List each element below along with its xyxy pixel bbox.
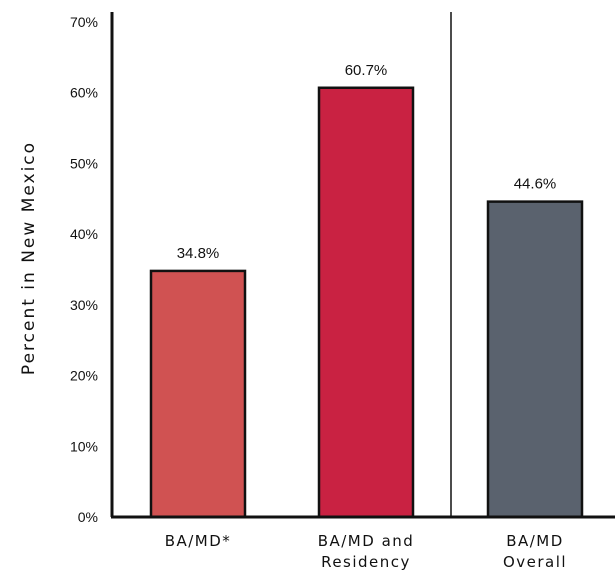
x-category-label: Residency	[321, 553, 411, 571]
x-category-label: BA/MD and	[318, 532, 415, 550]
y-tick-label: 40%	[70, 226, 98, 242]
y-tick-label: 50%	[70, 155, 98, 171]
bar-value-label: 60.7%	[345, 62, 388, 79]
y-tick-label: 10%	[70, 438, 98, 454]
y-tick-label: 60%	[70, 85, 98, 101]
bar	[486, 200, 584, 519]
bar	[317, 86, 415, 519]
bars	[149, 86, 584, 519]
data-labels: 34.8% 60.7% 44.6%	[177, 62, 557, 262]
x-category-label: BA/MD*	[165, 532, 232, 550]
bar-value-label: 44.6%	[514, 176, 557, 193]
y-tick-label: 0%	[78, 509, 98, 525]
y-axis-label: Percent in New Mexico	[19, 141, 39, 375]
bar-value-label: 34.8%	[177, 245, 220, 262]
bar	[149, 269, 247, 519]
y-tick-label: 20%	[70, 368, 98, 384]
x-category-label: BA/MD	[506, 532, 564, 550]
x-category-label: Overall	[503, 553, 567, 571]
y-tick-label: 30%	[70, 297, 98, 313]
y-tick-label: 70%	[70, 14, 98, 30]
category-labels: BA/MD* BA/MD and Residency BA/MD Overall	[165, 532, 567, 571]
y-axis-ticks: 0% 10% 20% 30% 40% 50% 60% 70%	[70, 14, 98, 525]
